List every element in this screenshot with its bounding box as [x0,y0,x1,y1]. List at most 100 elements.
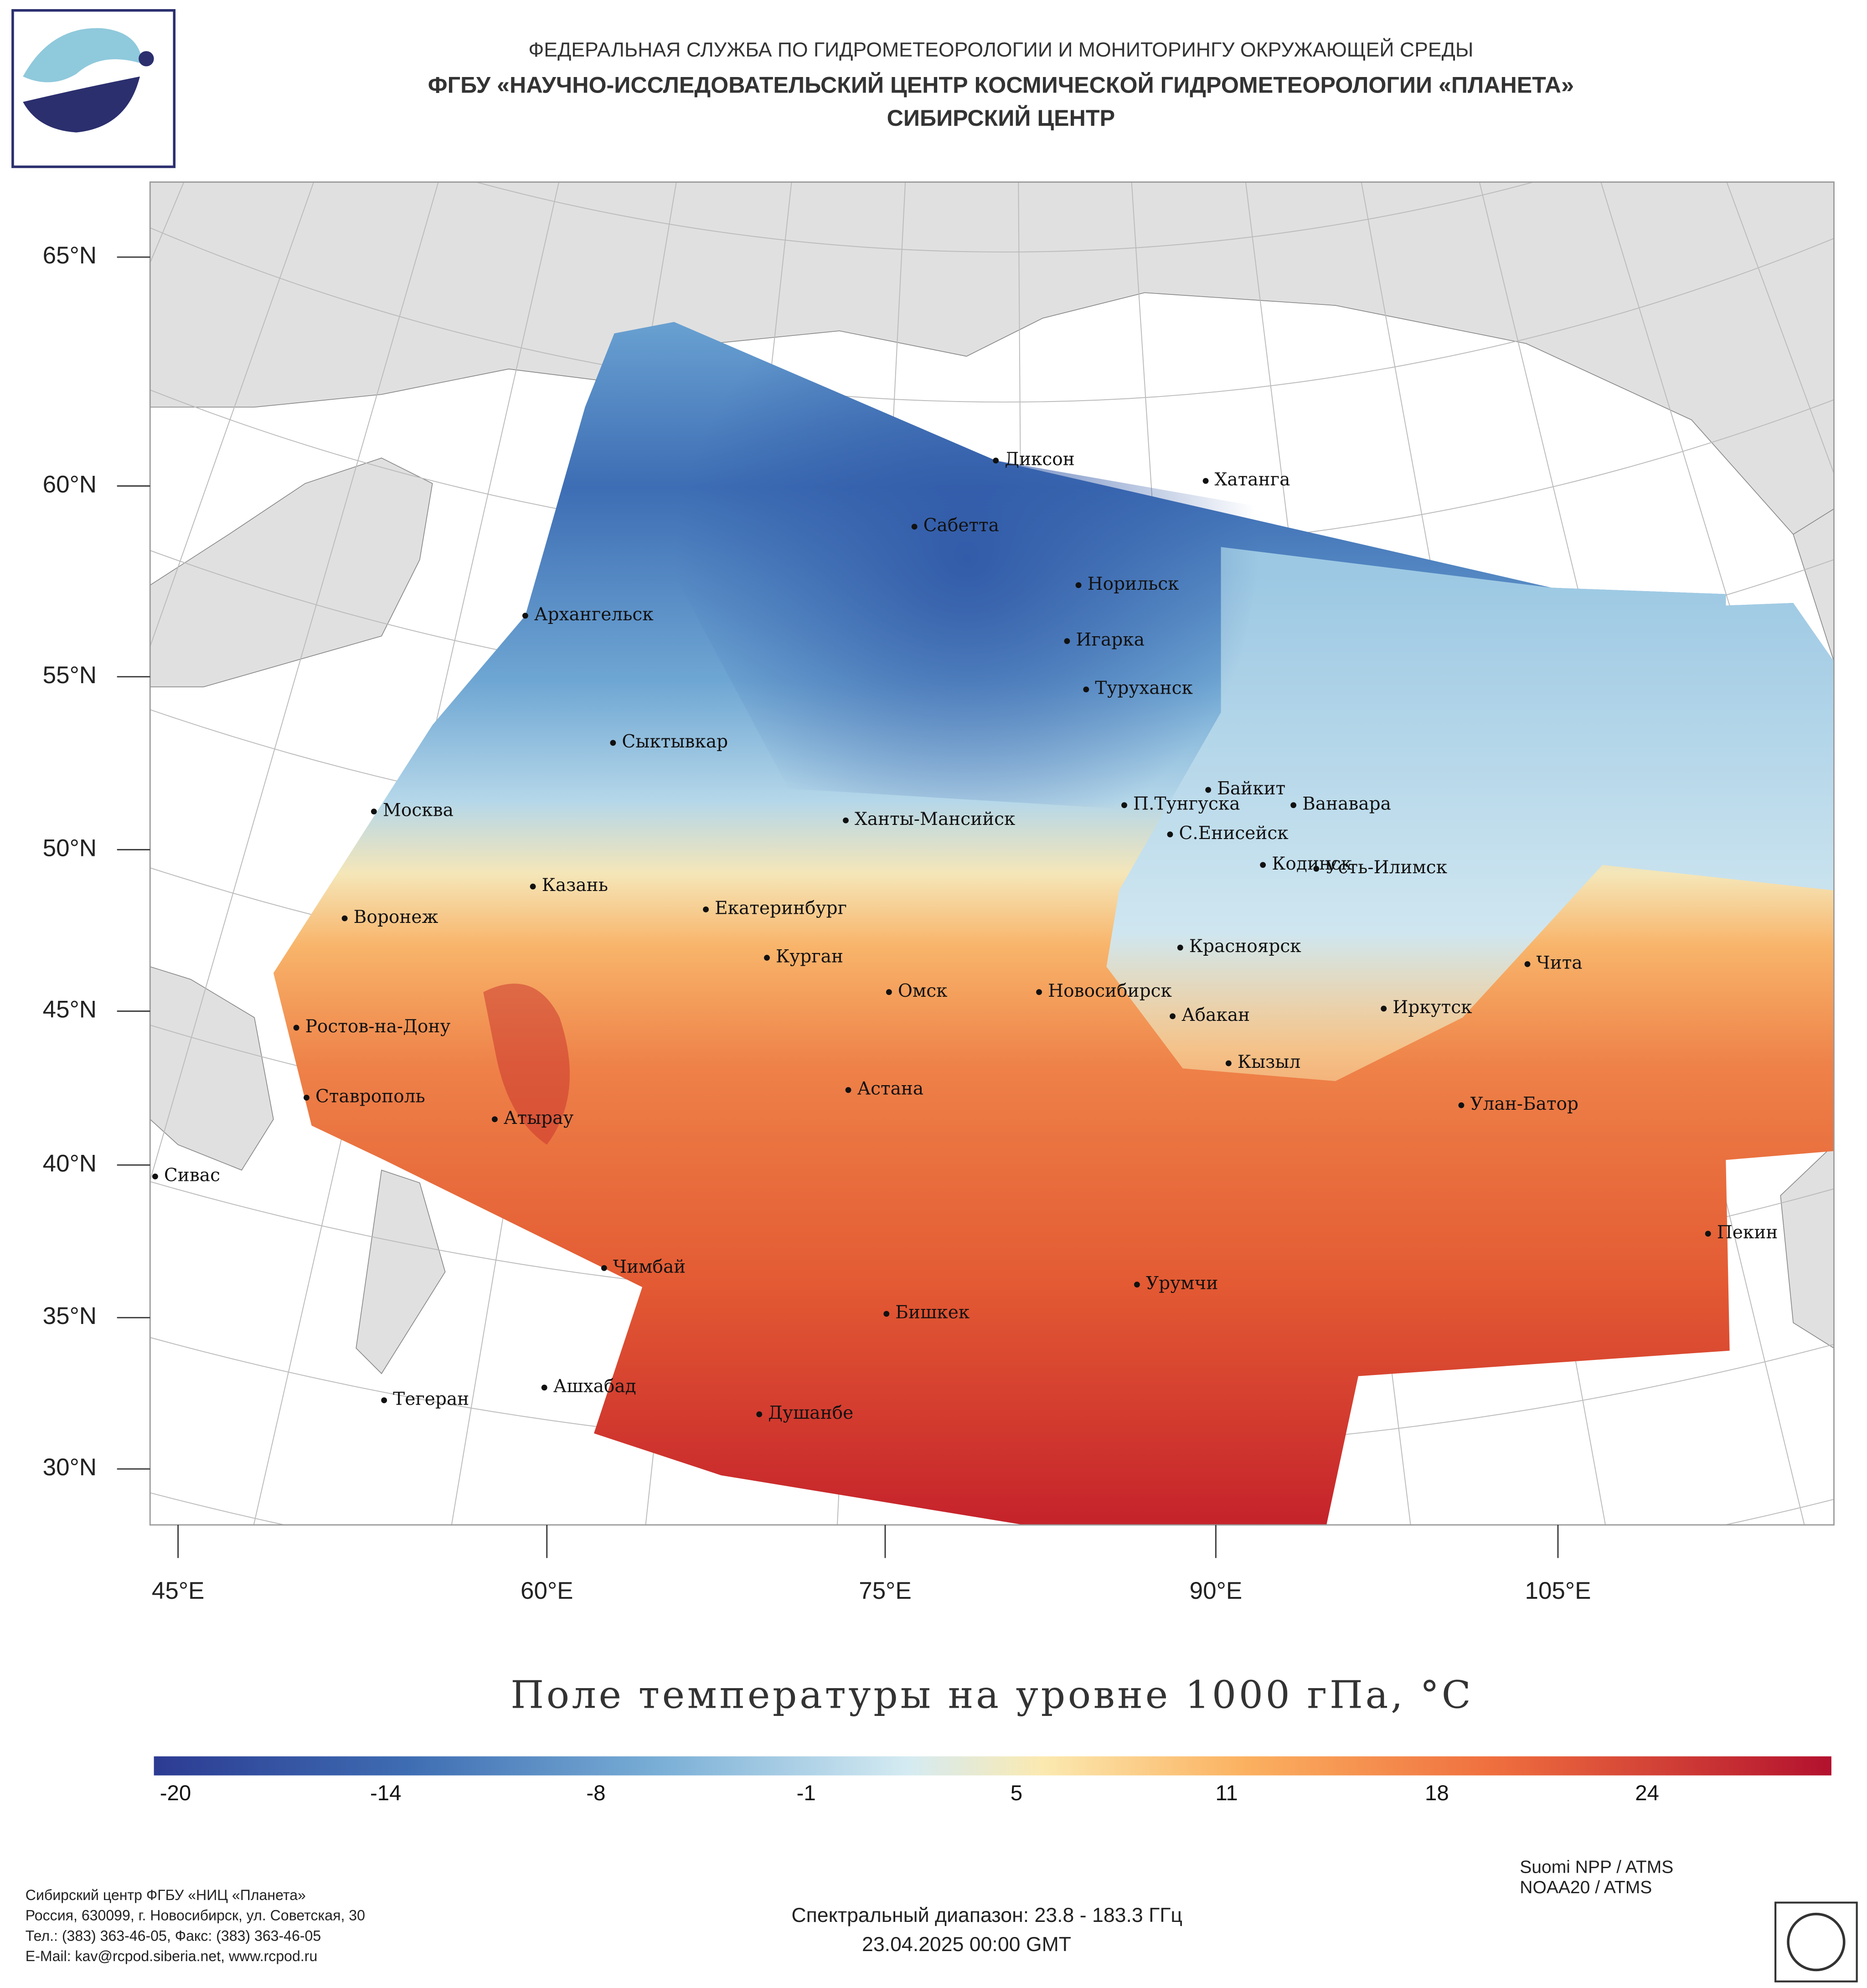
city-label: Чита [1537,953,1583,973]
city-label: Норильск [1088,574,1179,594]
city-dot [703,906,709,912]
city-dot [1083,686,1089,693]
lon-label: 60°E [521,1577,573,1604]
city-dot [1075,582,1082,588]
city-label: Туруханск [1095,678,1193,699]
temperature-field-east [1106,547,1834,1082]
city-dot [152,1173,158,1179]
city-dot [756,1411,763,1417]
city-dot [993,458,999,464]
city-label: Абакан [1181,1005,1250,1025]
city-label: Бишкек [895,1303,970,1323]
city-dot [610,740,616,746]
city-label: Красноярск [1189,936,1301,957]
city-dot [886,989,892,995]
city-dot [1458,1102,1465,1108]
city-dot [601,1265,607,1271]
city-label: Иркутск [1393,997,1472,1018]
lat-label: 50°N [43,834,97,861]
city-dot [1036,989,1042,995]
lat-label: 55°N [43,662,97,689]
colorbar-tick-label: 5 [1011,1781,1022,1805]
city-dot [522,613,528,619]
city-label: Байкит [1217,778,1285,799]
city-dot [304,1094,309,1101]
city-dot [1225,1060,1232,1066]
city-label: Урумчи [1146,1273,1218,1294]
city-label: Атырау [504,1108,574,1128]
city-label: Новосибирск [1048,981,1172,1001]
city-label: Хатанга [1215,469,1290,490]
city-label: П.Тунгуска [1133,794,1240,814]
city-label: Сивас [164,1165,220,1185]
lon-label: 105°E [1525,1577,1591,1604]
cities: Диксон Хатанга Сабетта Архангельск Норильск И… [152,449,1778,1423]
city-label: Сыктывкар [622,731,728,752]
axes: 65°N 60°N 55°N 50°N 45°N 40°N 35°N 30°N 45°E 60°E… [43,242,1591,1604]
city-dot [371,809,377,815]
lon-label: 75°E [859,1577,912,1604]
city-dot [883,1311,890,1317]
city-label: Улан-Батор [1470,1094,1578,1114]
city-dot [1205,787,1212,793]
city-label: Архангельск [534,604,654,625]
lat-label: 45°N [43,996,97,1023]
colorbar-tick-label: -1 [797,1781,816,1805]
city-label: Ставрополь [315,1086,425,1107]
meridian [1245,182,1411,1525]
meridian [1479,182,1805,1525]
city-dot [491,1116,498,1123]
city-label: Игарка [1076,630,1145,650]
satellite: NOAA20 / ATMS [1520,1878,1652,1897]
city-dot [1381,1005,1387,1012]
city-dot [1260,862,1266,868]
colorbar-tick-label: 24 [1635,1781,1659,1805]
colorbar-ticks: -20 -14 -8 -1 5 11 18 24 [160,1781,1659,1805]
meridian [451,182,677,1525]
city-dot [1313,865,1320,872]
colorbar-tick-label: -20 [160,1781,191,1805]
city-dot [911,524,918,530]
city-dot [1177,944,1183,951]
city-dot [1121,802,1127,809]
city-dot [764,955,770,961]
city-dot [1134,1282,1140,1288]
meridian [253,182,560,1525]
colorbar-tick-label: 11 [1216,1781,1238,1805]
address-line: Россия, 630099, г. Новосибирск, ул. Сове… [26,1907,365,1924]
city-dot [1170,1013,1176,1020]
city-dot [1064,638,1070,644]
lat-label: 65°N [43,242,97,269]
city-dot [1524,961,1531,967]
city-label: Омск [898,981,948,1001]
city-label: Ханты-Мансийск [855,809,1015,829]
lat-label: 40°N [43,1150,97,1177]
city-label: Кодинск [1272,854,1352,874]
colorbar-tick-label: -14 [370,1781,402,1805]
address-line: Тел.: (383) 363-46-05, Факс: (383) 363-4… [26,1927,321,1944]
datetime: 23.04.2025 00:00 GMT [862,1933,1071,1956]
spectral-range: Спектральный диапазон: 23.8 - 183.3 ГГц [791,1904,1182,1926]
agency: ФЕДЕРАЛЬНАЯ СЛУЖБА ПО ГИДРОМЕТЕОРОЛОГИИ … [528,38,1473,61]
city-label: Екатеринбург [715,898,847,918]
center: СИБИРСКИЙ ЦЕНТР [887,105,1115,131]
city-dot [381,1397,387,1403]
city-label: Диксон [1005,449,1075,470]
satellite: Suomi NPP / ATMS [1520,1858,1673,1877]
lat-label: 35°N [43,1303,97,1329]
city-dot [1705,1231,1711,1237]
lat-label: 30°N [43,1454,97,1481]
city-label: Астана [857,1079,924,1099]
city-label: Усть-Илимск [1325,857,1447,878]
colorbar-tick-label: -8 [586,1781,605,1805]
city-label: Воронеж [354,907,438,927]
city-label: Москва [383,800,454,821]
city-label: Ашхабад [553,1376,636,1397]
lat-label: 60°N [43,471,97,498]
logo [11,9,176,168]
city-dot [541,1385,547,1391]
city-dot [1167,831,1173,838]
city-label: Пекин [1717,1222,1778,1243]
